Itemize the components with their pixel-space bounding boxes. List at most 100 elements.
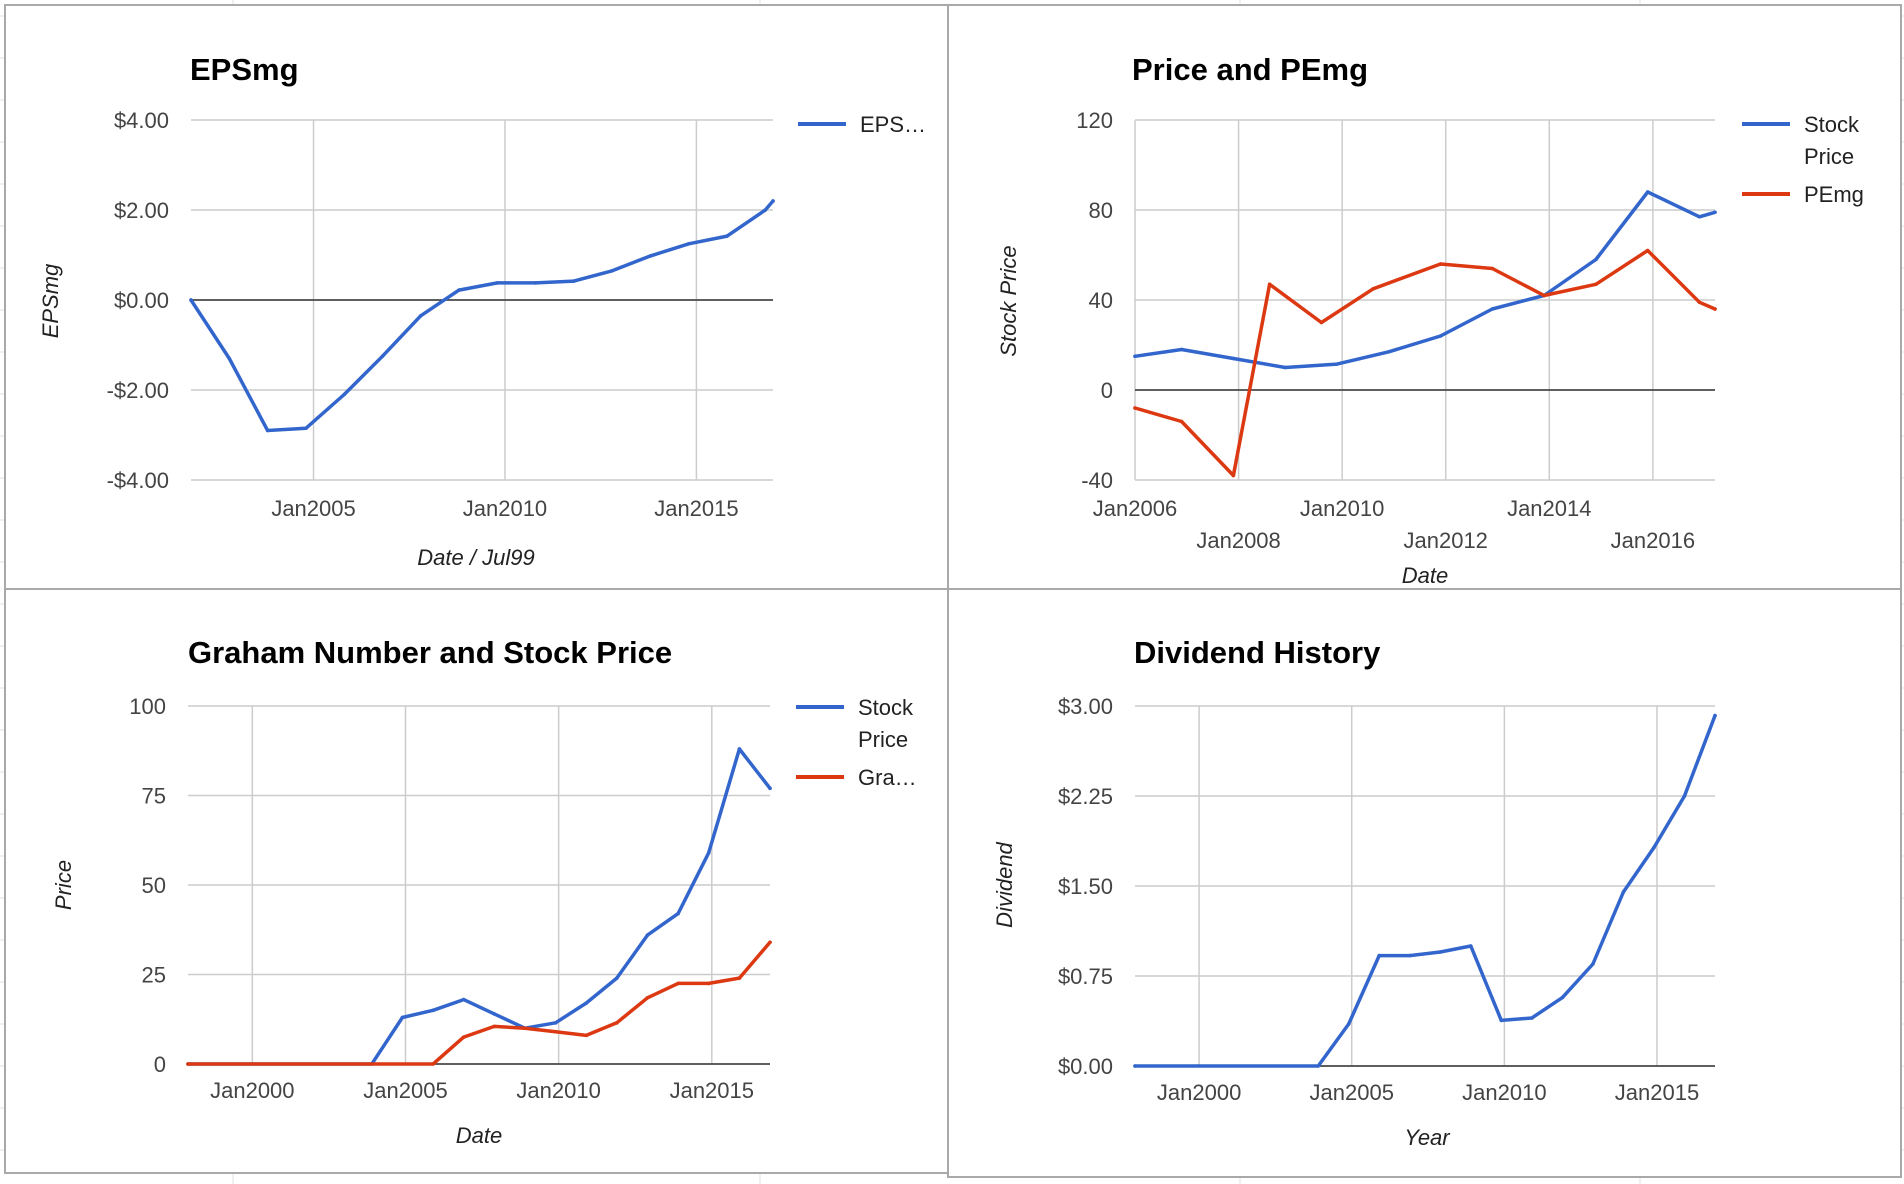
data-point bbox=[1499, 1018, 1504, 1023]
data-point bbox=[1231, 473, 1236, 478]
data-point bbox=[492, 1012, 497, 1016]
x-axis-label: Date bbox=[1402, 563, 1448, 588]
data-point bbox=[1713, 307, 1717, 311]
data-point bbox=[533, 281, 538, 285]
data-point bbox=[686, 241, 691, 246]
data-point bbox=[1335, 362, 1339, 366]
data-point bbox=[1179, 419, 1184, 424]
data-point bbox=[1591, 962, 1595, 966]
legend-label: EPS… bbox=[860, 112, 926, 137]
data-point bbox=[1231, 356, 1236, 361]
chart-title: Price and PEmg bbox=[1132, 52, 1368, 87]
x-tick-label: Jan2010 bbox=[1300, 496, 1384, 521]
dividend-chart-panel[interactable]: Dividend History $3.00 $2.25 $1.50 $0.75 $0.0… bbox=[947, 588, 1902, 1178]
data-point bbox=[553, 1021, 558, 1025]
data-point bbox=[1267, 282, 1272, 287]
data-point bbox=[1645, 190, 1650, 194]
data-point bbox=[461, 997, 466, 1002]
chart-title: EPSmg bbox=[190, 52, 299, 87]
y-tick-label: -40 bbox=[1081, 468, 1113, 493]
x-tick-label: Jan2014 bbox=[1507, 496, 1591, 521]
data-point bbox=[725, 234, 729, 238]
y-tick-label: $1.50 bbox=[1058, 874, 1113, 899]
y-axis-label: Dividend bbox=[992, 841, 1017, 927]
x-axis-label: Date bbox=[456, 1123, 502, 1148]
data-point bbox=[1319, 320, 1324, 325]
data-point bbox=[706, 850, 711, 855]
eps-chart-panel[interactable]: EPSmg $4.00 $2.00 $0.00 -$2.00 -$4.00 Jan2005 J… bbox=[4, 4, 951, 590]
data-point bbox=[737, 747, 742, 751]
data-point bbox=[676, 981, 680, 986]
graham-chart: Graham Number and Stock Price 100 75 50 25 0 J… bbox=[51, 635, 917, 1148]
data-point bbox=[1530, 1016, 1534, 1020]
y-tick-label: -$2.00 bbox=[107, 378, 169, 403]
y-tick-label: $4.00 bbox=[114, 108, 169, 133]
y-tick-label: $0.00 bbox=[1058, 1054, 1113, 1079]
series-line bbox=[1133, 248, 1717, 478]
data-point bbox=[380, 354, 385, 359]
data-point bbox=[1594, 282, 1598, 287]
data-point bbox=[1438, 950, 1443, 954]
data-point bbox=[1386, 349, 1391, 354]
y-tick-label: 75 bbox=[142, 784, 166, 809]
chart-title: Graham Number and Stock Price bbox=[188, 635, 672, 670]
data-point bbox=[1542, 293, 1546, 298]
data-point bbox=[768, 940, 772, 945]
data-point bbox=[763, 208, 768, 212]
x-tick-label: Jan2005 bbox=[363, 1078, 447, 1103]
data-point bbox=[492, 1024, 497, 1029]
x-tick-label: Jan2015 bbox=[1615, 1080, 1699, 1105]
data-point bbox=[706, 981, 711, 986]
x-tick-label: Jan2010 bbox=[516, 1078, 600, 1103]
x-tick-label: Jan2006 bbox=[1093, 496, 1177, 521]
graham-chart-panel[interactable]: Graham Number and Stock Price 100 75 50 25 0 J… bbox=[4, 588, 951, 1174]
data-point bbox=[1438, 334, 1443, 338]
data-point bbox=[610, 268, 614, 273]
data-point bbox=[523, 1026, 527, 1030]
y-tick-label: $3.00 bbox=[1058, 694, 1113, 719]
data-point bbox=[645, 995, 650, 1000]
x-tick-label: Jan2005 bbox=[1310, 1080, 1394, 1105]
y-axis-label: Price bbox=[51, 860, 76, 910]
x-axis-label: Date / Jul99 bbox=[417, 545, 534, 570]
y-tick-label: $0.75 bbox=[1058, 964, 1113, 989]
data-point bbox=[1438, 262, 1443, 266]
data-point bbox=[676, 911, 680, 916]
data-point bbox=[1283, 365, 1287, 370]
price-pemg-chart-panel[interactable]: Price and PEmg 120 80 40 0 -40 Jan2006 Jan2008 J… bbox=[947, 4, 1902, 590]
x-tick-label: Jan2008 bbox=[1196, 528, 1280, 553]
data-point bbox=[1490, 307, 1495, 311]
x-tick-label: Jan2012 bbox=[1404, 528, 1488, 553]
y-tick-label: 0 bbox=[154, 1052, 166, 1077]
data-point bbox=[342, 392, 346, 397]
data-point bbox=[737, 976, 742, 980]
data-point bbox=[1468, 944, 1473, 948]
data-point bbox=[1621, 890, 1626, 894]
data-point bbox=[461, 1035, 466, 1039]
series-line bbox=[186, 940, 772, 1066]
x-axis-label: Year bbox=[1404, 1125, 1451, 1150]
x-tick-label: Jan2015 bbox=[670, 1078, 754, 1103]
legend-label: Stock Price bbox=[858, 695, 914, 752]
legend-label: Gra… bbox=[858, 765, 917, 790]
data-point bbox=[1371, 286, 1376, 291]
data-point bbox=[553, 1029, 558, 1034]
data-point bbox=[457, 288, 461, 292]
x-tick-label: Jan2016 bbox=[1611, 528, 1695, 553]
data-point bbox=[1133, 406, 1137, 410]
data-point bbox=[1407, 953, 1412, 958]
data-point bbox=[584, 1033, 589, 1038]
data-point bbox=[1490, 266, 1495, 271]
data-point bbox=[431, 1008, 435, 1013]
data-point bbox=[1133, 1064, 1137, 1068]
data-point bbox=[418, 313, 423, 318]
y-tick-label: 80 bbox=[1089, 198, 1113, 223]
data-point bbox=[1560, 995, 1565, 1000]
x-tick-label: Jan2000 bbox=[210, 1078, 294, 1103]
data-point bbox=[186, 1062, 190, 1066]
data-point bbox=[1713, 713, 1717, 718]
dividend-chart: Dividend History $3.00 $2.25 $1.50 $0.75 $0.0… bbox=[992, 635, 1717, 1150]
data-point bbox=[1682, 794, 1687, 798]
data-point bbox=[1713, 210, 1717, 215]
y-tick-label: $2.00 bbox=[114, 198, 169, 223]
